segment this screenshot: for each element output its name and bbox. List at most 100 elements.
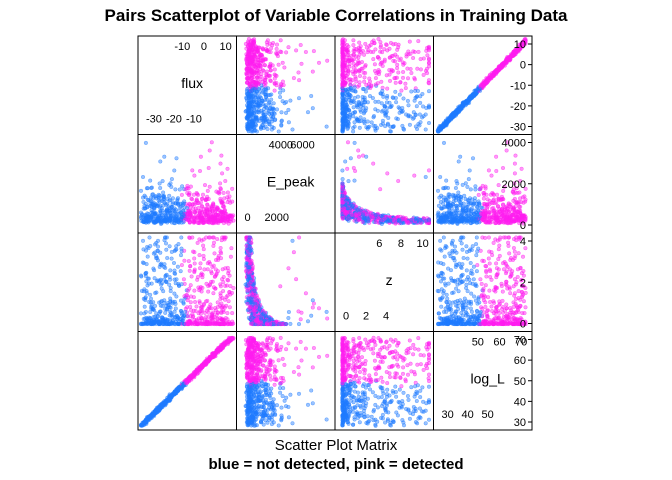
point xyxy=(340,46,345,51)
point xyxy=(382,103,387,108)
point xyxy=(316,60,322,65)
point xyxy=(288,98,293,103)
point xyxy=(513,153,518,158)
point xyxy=(221,190,226,195)
point xyxy=(346,44,351,49)
point xyxy=(205,197,210,202)
point xyxy=(275,54,280,59)
point xyxy=(489,200,494,205)
point xyxy=(228,284,233,289)
point xyxy=(452,216,457,222)
point xyxy=(211,291,216,296)
point xyxy=(286,120,291,125)
point xyxy=(202,319,207,324)
point xyxy=(341,124,346,129)
point xyxy=(356,59,361,64)
point xyxy=(190,168,195,173)
point xyxy=(404,219,409,224)
point xyxy=(397,110,402,115)
point xyxy=(181,277,186,282)
point xyxy=(504,216,509,221)
point xyxy=(352,120,357,125)
point xyxy=(458,218,463,223)
point xyxy=(211,263,216,268)
point xyxy=(418,120,423,125)
point xyxy=(350,78,355,83)
point xyxy=(169,184,174,189)
point xyxy=(398,56,403,61)
point xyxy=(482,191,487,196)
point xyxy=(405,76,411,81)
point xyxy=(407,39,412,44)
point xyxy=(369,120,374,125)
point xyxy=(274,80,279,86)
point xyxy=(162,262,167,267)
point xyxy=(458,154,463,159)
point xyxy=(260,98,265,103)
point xyxy=(498,65,504,70)
point xyxy=(351,165,356,171)
point xyxy=(219,238,224,243)
point xyxy=(365,100,370,105)
point xyxy=(485,197,490,202)
point xyxy=(272,67,277,72)
point xyxy=(384,73,389,78)
point xyxy=(230,311,235,316)
point xyxy=(142,316,147,321)
point xyxy=(385,122,390,127)
point xyxy=(219,317,224,322)
point xyxy=(453,213,458,218)
point xyxy=(270,107,275,112)
point xyxy=(201,219,207,225)
point xyxy=(502,212,507,217)
point xyxy=(356,148,361,153)
point xyxy=(274,107,280,112)
point xyxy=(223,316,228,321)
point xyxy=(340,84,345,89)
point xyxy=(215,218,220,223)
point xyxy=(167,274,172,280)
point xyxy=(379,122,384,128)
point xyxy=(274,42,280,47)
point xyxy=(501,220,506,225)
point xyxy=(152,202,157,208)
point xyxy=(387,68,392,73)
point xyxy=(366,219,371,224)
point xyxy=(263,81,268,86)
point xyxy=(482,80,487,86)
point xyxy=(249,125,254,130)
point xyxy=(426,168,432,173)
point xyxy=(512,210,517,215)
point xyxy=(193,200,198,205)
point xyxy=(340,181,345,186)
point xyxy=(198,261,203,266)
point xyxy=(444,178,449,183)
point xyxy=(510,218,515,223)
point xyxy=(211,285,216,290)
point xyxy=(359,101,364,106)
point xyxy=(205,188,210,193)
point xyxy=(425,53,430,58)
point xyxy=(198,286,203,291)
point xyxy=(382,59,387,64)
point xyxy=(214,312,219,318)
point xyxy=(355,94,361,99)
point xyxy=(140,174,146,180)
point xyxy=(352,124,357,129)
point xyxy=(187,235,192,240)
point xyxy=(148,178,153,183)
point xyxy=(340,187,345,192)
point xyxy=(494,168,499,174)
point xyxy=(465,184,470,189)
point xyxy=(456,198,462,203)
point xyxy=(465,100,471,105)
point xyxy=(154,279,159,284)
point xyxy=(185,293,190,298)
point xyxy=(286,45,291,50)
point xyxy=(195,240,200,245)
point xyxy=(485,78,490,83)
point xyxy=(353,89,358,94)
point xyxy=(145,283,150,288)
point xyxy=(143,321,148,326)
point xyxy=(265,110,270,115)
